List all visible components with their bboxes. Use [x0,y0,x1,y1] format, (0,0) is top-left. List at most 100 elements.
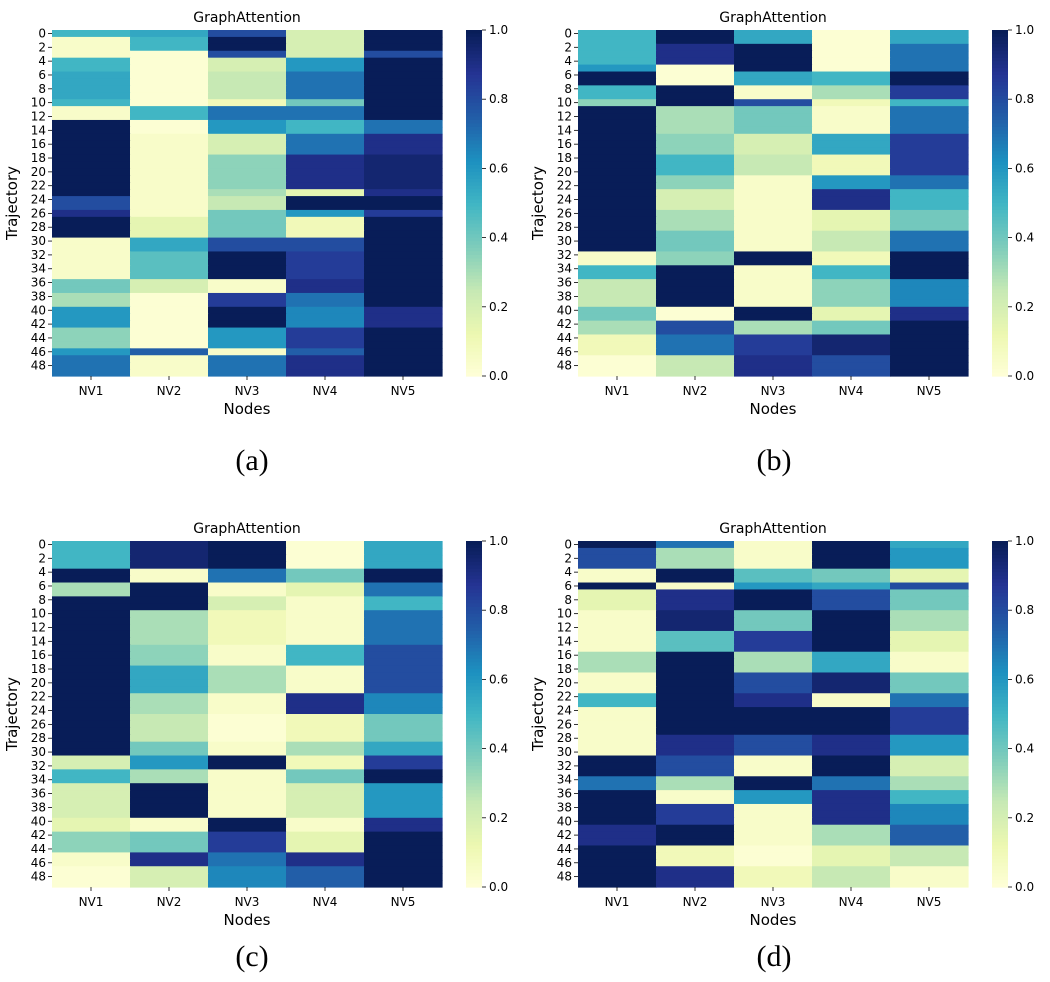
colorbar-segment [466,369,482,374]
heatmap-cell [286,279,365,287]
heatmap-cell [734,880,813,888]
heatmap-cell [286,251,365,259]
colorbar-segment [466,106,482,111]
heatmap-cell [364,154,443,163]
heatmap-cell [578,133,657,142]
x-tick-label: NV1 [79,895,104,909]
heatmap-cell [208,810,287,819]
heatmap-cell [656,693,735,701]
y-tick-label: 40 [557,814,572,828]
heatmap-cell [208,348,287,356]
heatmap-cell [286,866,365,874]
heatmap-cell [130,99,209,107]
heatmap-cell [656,154,735,163]
heatmap-cell [578,99,657,107]
heatmap-cell [364,838,443,847]
heatmap-cell [208,824,287,833]
colorbar-segment [466,178,482,183]
colorbar-segment [466,572,482,577]
y-tick-label: 48 [557,359,572,373]
heatmap-cell [578,327,657,336]
heatmap-cell [890,113,969,121]
y-tick-label: 18 [31,151,46,165]
heatmap-cell [208,292,287,301]
heatmap-cell [734,168,813,176]
heatmap-cell [578,230,657,239]
heatmap-cell [286,71,365,80]
heatmap-cell [208,265,287,273]
colorbar-segment [992,873,1008,878]
heatmap-cell [890,644,969,653]
heatmap-cell [130,369,209,377]
y-tick-label: 44 [31,842,46,856]
heatmap-cell [812,852,891,860]
colorbar-segment [466,803,482,809]
heatmap-cell [286,790,365,798]
colorbar-segment [466,196,482,201]
heatmap-cell [578,734,657,743]
heatmap-cell [208,831,287,840]
colorbar-segment [466,620,482,625]
heatmap-cell [812,866,891,874]
x-axis-label: Nodes [224,400,271,418]
colorbar-segment [466,33,482,38]
heatmap-cell [812,175,891,183]
heatmap-cell [286,230,365,239]
colorbar-segment [992,700,1008,705]
heatmap-cell [734,624,813,632]
panel-caption: (a) [235,444,268,477]
colorbar-segment [992,547,1008,552]
heatmap-cell [208,686,287,694]
y-tick-label: 24 [31,193,46,207]
heatmap-cell [734,803,813,812]
colorbar-segment [992,95,1008,100]
heatmap-cell [208,175,287,183]
colorbar-segment [466,703,482,708]
heatmap-cell [208,582,287,591]
colorbar-segment [992,230,1008,235]
heatmap-cell [130,714,209,722]
heatmap-cell [734,762,813,770]
chart-title: GraphAttention [193,10,301,26]
heatmap-cell [812,182,891,190]
colorbar-segment [992,696,1008,701]
heatmap-cell [812,369,891,377]
heatmap-cell [286,299,365,308]
y-tick-label: 0 [38,537,46,551]
heatmap-cell [364,603,443,611]
heatmap-cell [286,64,365,73]
heatmap-cell [52,154,131,163]
heatmap-cell [734,568,813,577]
heatmap-cell [52,741,131,750]
colorbar-segment [466,630,482,636]
colorbar-segment [466,613,482,618]
heatmap-cell [812,561,891,570]
heatmap-cell [286,624,365,632]
heatmap-cell [734,196,813,204]
heatmap-cell [890,790,969,798]
heatmap-cell [286,306,365,315]
heatmap-cell [734,175,813,183]
heatmap-cell [130,554,209,563]
heatmap-cell [578,762,657,770]
colorbar-segment [992,351,1008,356]
heatmap-cell [656,589,735,597]
colorbar-segment [992,196,1008,201]
y-tick-label: 6 [38,68,46,82]
colorbar-segment [992,800,1008,805]
y-tick-label: 16 [557,137,572,151]
heatmap-cell [656,327,735,336]
heatmap-cell [734,617,813,625]
heatmap-cell [130,85,209,93]
heatmap-cell [286,755,365,764]
colorbar-segment [992,299,1008,304]
colorbar-segment [466,790,482,795]
heatmap-cell [734,286,813,294]
heatmap-cell [364,140,443,149]
colorbar-segment [466,724,482,729]
heatmap-cell [286,603,365,611]
heatmap-cell [656,320,735,329]
heatmap-cell [812,71,891,80]
heatmap-cell [890,624,969,632]
heatmap-cell [208,838,287,847]
